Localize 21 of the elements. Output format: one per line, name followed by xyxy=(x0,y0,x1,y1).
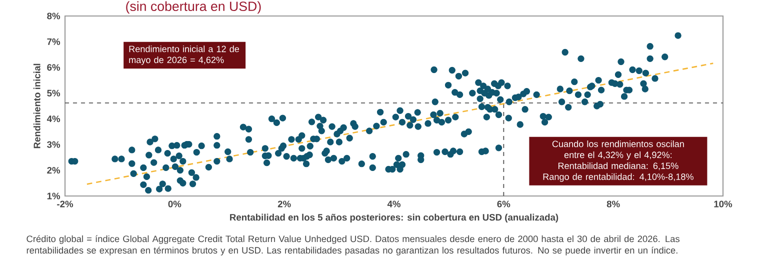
text: Crédito global = índice Global Aggregate Credit Total Return Value Unhedged USD. Datos mensuales desde enero de 2000 hasta el 30 de abril de 2026. Las rentabilidades se expresan en términos brutos y en USD. Las rentabilidades pasadas no garantizan los resultados futuros. No se puede invertir en un índice. xyxy=(26,235,680,256)
annotation: Cuando los rendimientos oscilan entre el 4,32% y el 4,92%: Rentabilidad mediana: 6,15% Rango de rentabilidad: 4,10%-8,18% xyxy=(543,140,694,182)
x-tick-label: 4% xyxy=(387,200,400,208)
x-tick-label: 2% xyxy=(278,200,291,208)
y-tick-label: 7% xyxy=(47,38,60,45)
y-tick-label: 6% xyxy=(47,64,60,71)
chart-title: (sin cobertura en USD) xyxy=(126,1,261,14)
x-tick-label: 6% xyxy=(497,200,510,208)
y-tick-label: 3% xyxy=(47,141,60,148)
x-tick-label: 10% xyxy=(714,200,732,208)
annotation: Rendimiento inicial a 12 de mayo de 2026 = 4,62% xyxy=(129,46,240,65)
y-tick-label: 8% xyxy=(47,12,60,20)
x-tick-label: -2% xyxy=(57,200,74,208)
y-tick-label: 5% xyxy=(47,90,60,96)
x-tick-label: 8% xyxy=(606,200,620,208)
y-tick-label: 4% xyxy=(46,116,60,122)
x-axis-title: Rentabilidad en los 5 años posteriores: sin cobertura en USD (anualizada) xyxy=(230,214,558,222)
x-tick-label: 0% xyxy=(168,200,182,208)
y-axis-title: Rendimiento inicial xyxy=(33,64,40,148)
y-tick-label: 1% xyxy=(47,192,60,200)
y-tick-label: 2% xyxy=(47,166,60,174)
